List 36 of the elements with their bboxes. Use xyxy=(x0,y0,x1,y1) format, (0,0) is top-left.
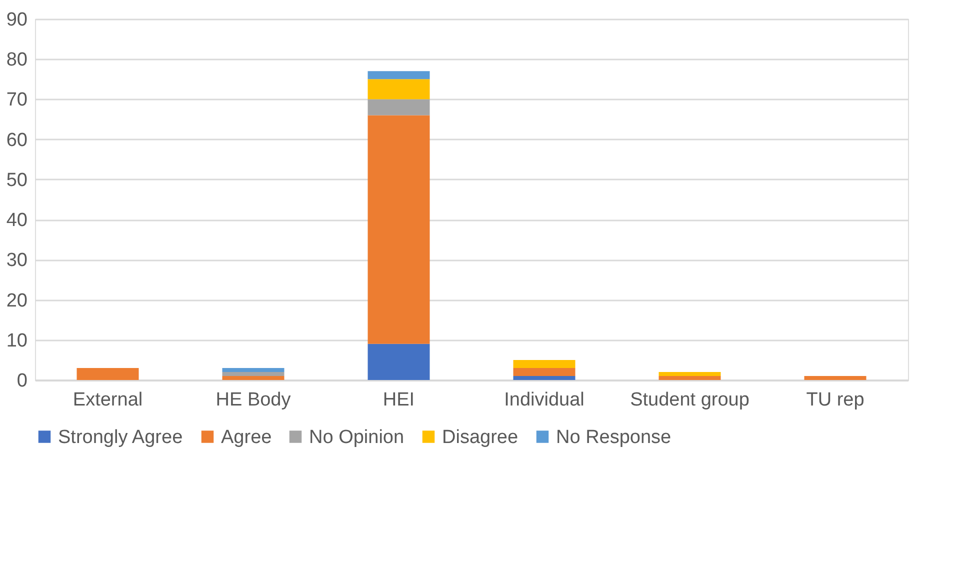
legend-label: Disagree xyxy=(442,426,518,448)
y-tick-label: 70 xyxy=(6,90,28,111)
y-tick-label: 90 xyxy=(6,10,28,30)
y-tick-label: 20 xyxy=(6,290,28,312)
bar xyxy=(513,376,576,380)
x-tick-label: HEI xyxy=(382,390,415,410)
bar xyxy=(368,71,430,80)
bar xyxy=(513,360,576,368)
x-tick-label: TU rep xyxy=(806,390,864,410)
bar xyxy=(368,344,430,380)
bar xyxy=(804,376,866,380)
bar xyxy=(368,115,430,344)
bar xyxy=(222,372,284,376)
bar xyxy=(658,376,721,380)
x-tick-label: External xyxy=(72,390,143,410)
y-tick-label: 10 xyxy=(6,330,28,352)
bar xyxy=(513,368,576,376)
y-tick-label: 80 xyxy=(6,50,28,71)
y-tick-label: 50 xyxy=(6,170,28,191)
y-tick-label: 40 xyxy=(6,210,28,232)
bar xyxy=(658,372,721,376)
y-tick-label: 0 xyxy=(16,370,28,392)
bar xyxy=(368,99,430,116)
y-tick-label: 30 xyxy=(6,250,28,272)
bar xyxy=(222,368,284,372)
legend-label: Agree xyxy=(221,426,272,448)
x-tick-label: Student group xyxy=(630,390,750,410)
legend-label: Strongly Agree xyxy=(58,426,183,448)
bar xyxy=(368,79,430,100)
x-tick-label: HE Body xyxy=(216,390,292,410)
legend-label: No Opinion xyxy=(309,426,404,448)
y-tick-label: 60 xyxy=(6,130,28,151)
bar xyxy=(222,376,284,380)
bar xyxy=(76,368,139,380)
x-tick-label: Individual xyxy=(504,390,584,410)
legend-label: No Response xyxy=(556,426,672,448)
